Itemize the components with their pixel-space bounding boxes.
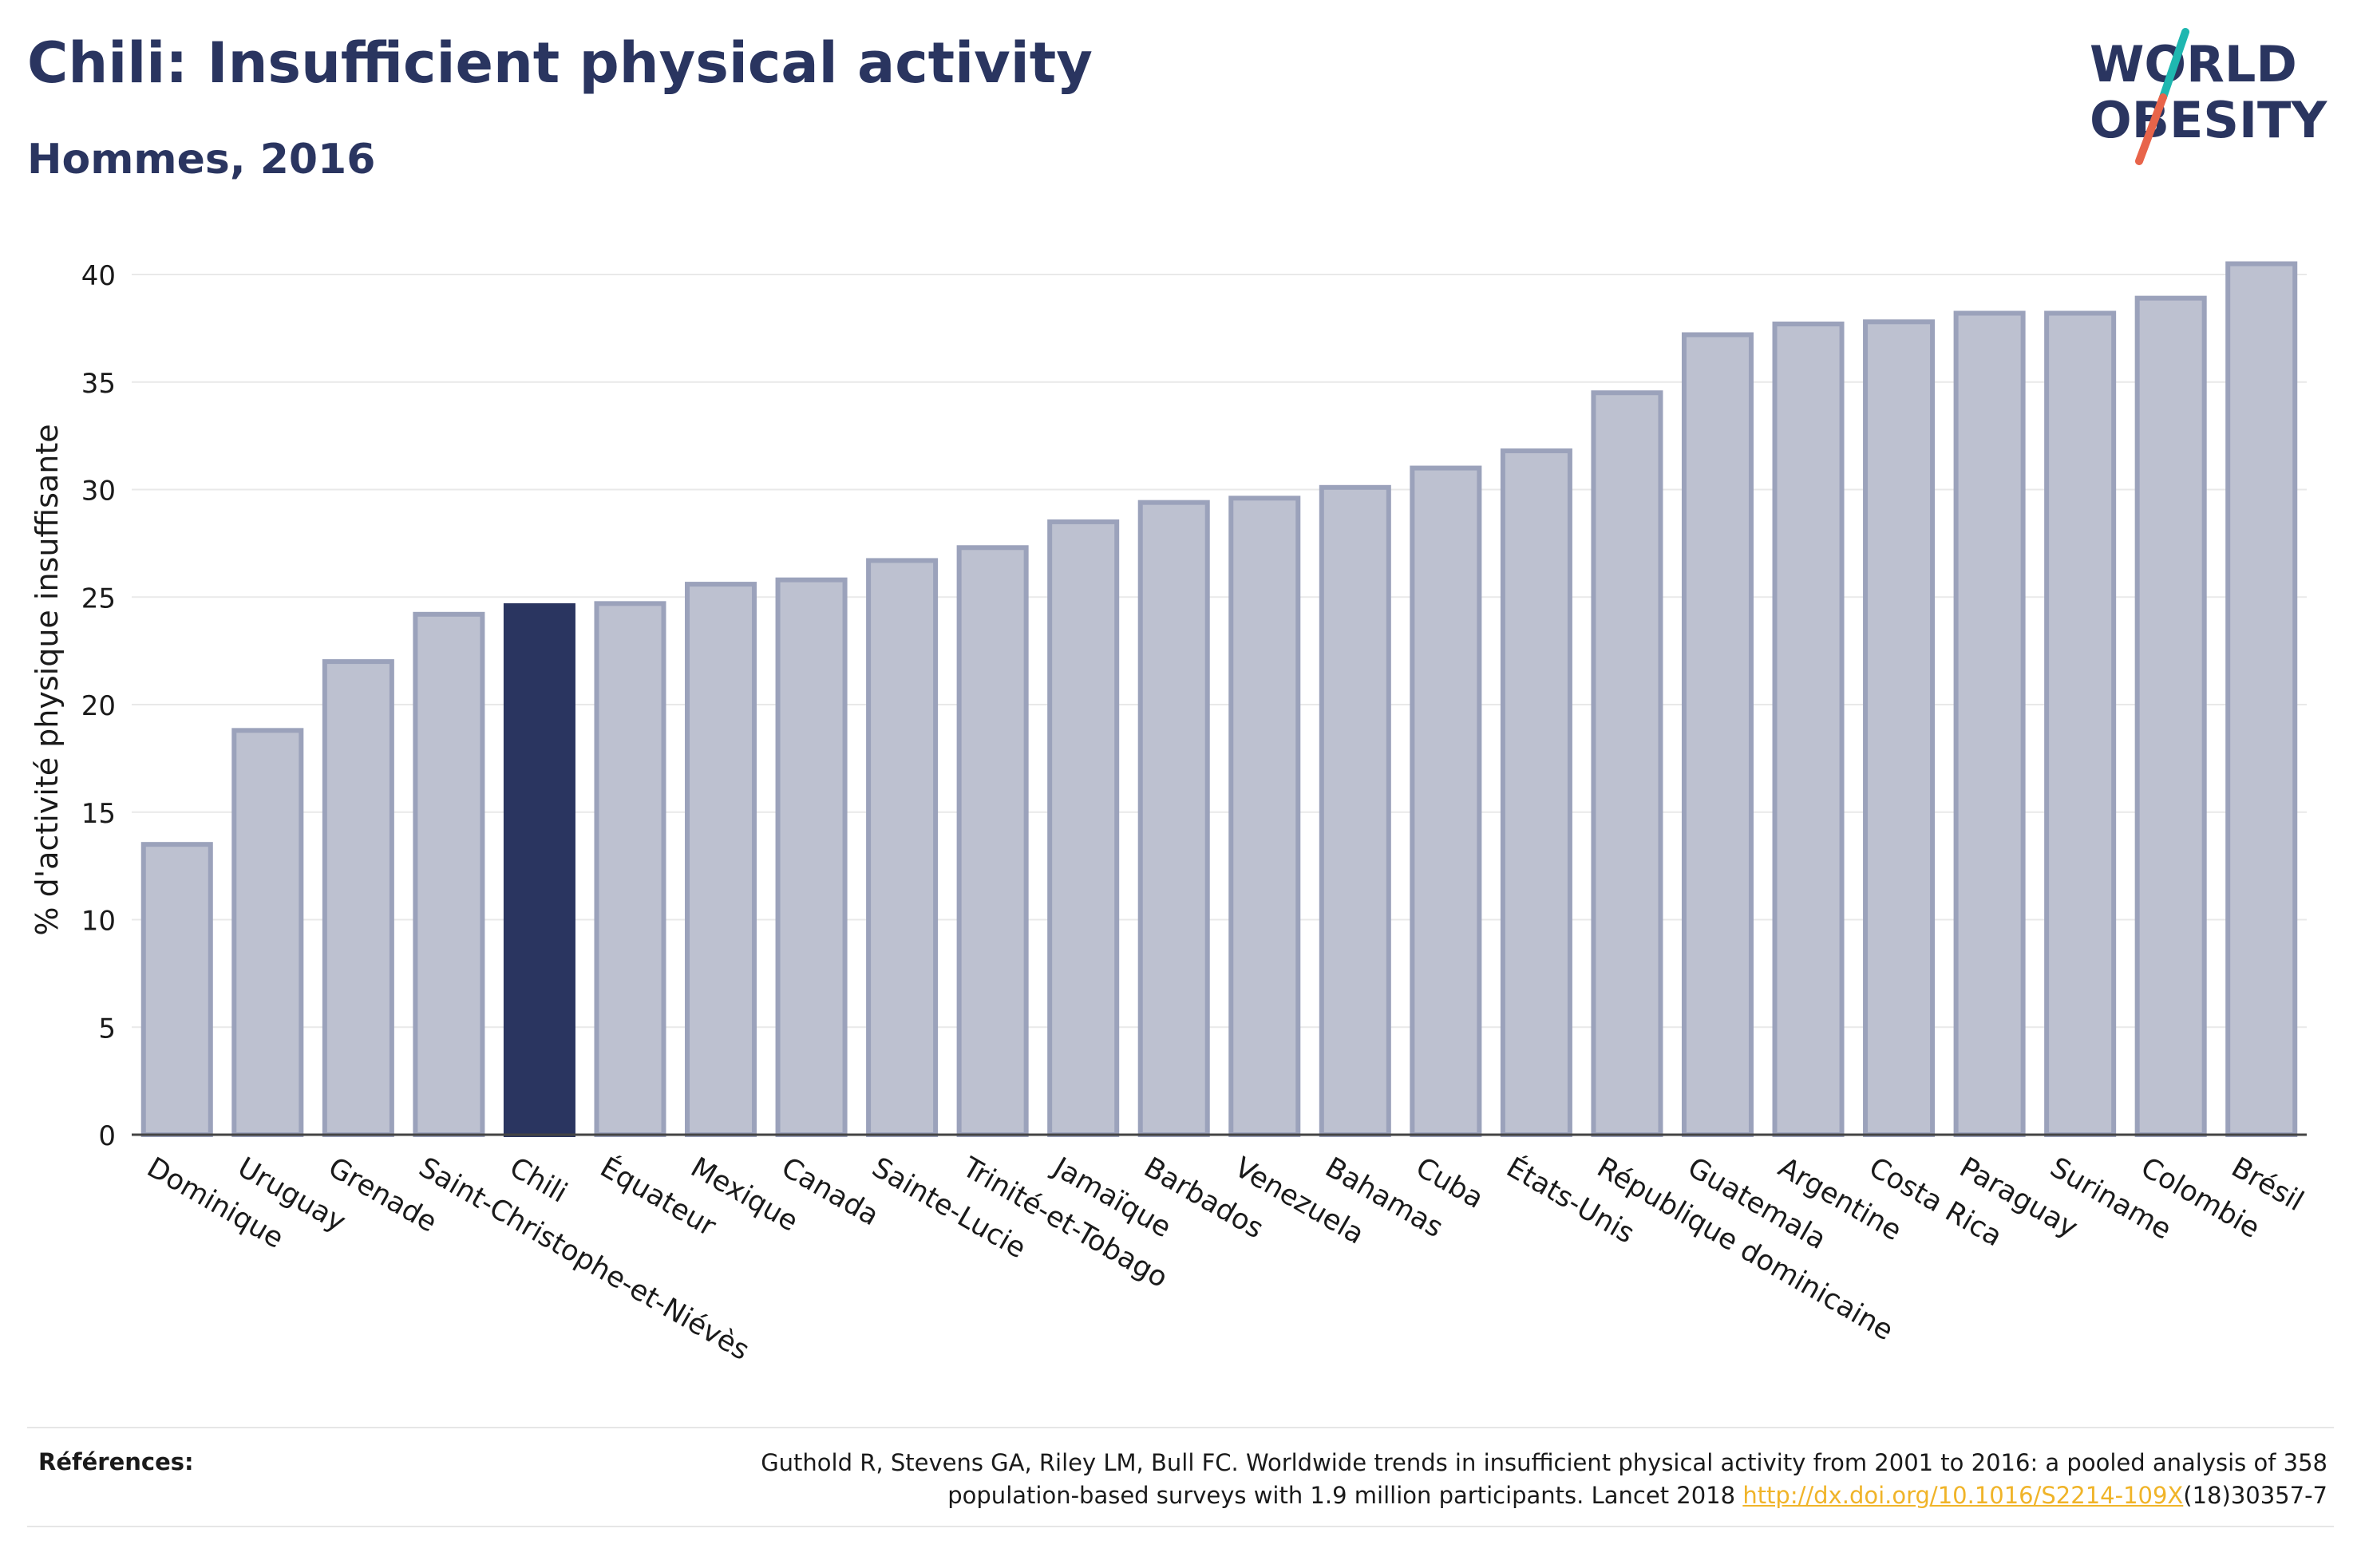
bar-2: [322, 659, 394, 1137]
bar-20: [1953, 310, 2026, 1137]
bar-6: [685, 582, 757, 1137]
bar-18: [1772, 321, 1845, 1137]
y-tick-label: 25: [81, 583, 116, 614]
bar-23: [2225, 261, 2298, 1137]
bar-13: [1319, 484, 1391, 1137]
bar-0: [140, 842, 213, 1138]
bar-1: [231, 728, 304, 1138]
bar-14: [1410, 465, 1482, 1137]
y-tick-label: 30: [81, 476, 116, 508]
bar-11: [1137, 500, 1210, 1137]
y-tick-label: 35: [81, 368, 116, 400]
bars: [140, 261, 2298, 1138]
bar-3: [413, 611, 485, 1137]
y-tick-label: 10: [81, 906, 116, 938]
bar-8: [866, 558, 939, 1137]
logo-text-world: WORLD: [2090, 35, 2297, 93]
y-tick-label: 40: [81, 260, 116, 292]
y-tick-label: 0: [98, 1120, 116, 1152]
references-text: Guthold R, Stevens GA, Riley LM, Bull FC…: [492, 1447, 2327, 1512]
bar-16: [1591, 390, 1663, 1138]
x-tick-labels: DominiqueUruguayGrenadeSaint-Christophe-…: [141, 1150, 2308, 1367]
chart-subtitle: Hommes, 2016: [27, 136, 376, 184]
bar-17: [1681, 332, 1754, 1137]
y-tick-label: 20: [81, 690, 116, 722]
bar-chart: 0 5 10 15 20 25 30 35 40 DominiqueUruguayGrenade…: [30, 260, 2309, 1367]
reference-doi-link[interactable]: http://dx.doi.org/10.1016/S2214-109X: [1742, 1482, 2184, 1509]
logo-text-obesity: OBESITY: [2090, 91, 2327, 149]
y-tick-label: 15: [81, 798, 116, 830]
references-divider-bottom: [27, 1526, 2334, 1527]
world-obesity-logo: WORLD OBESITY: [2090, 28, 2327, 165]
bar-9: [956, 545, 1029, 1137]
bar-10: [1047, 519, 1120, 1137]
bar-4: [503, 603, 575, 1137]
bar-19: [1863, 319, 1936, 1138]
logo-slash-coral: [2135, 93, 2167, 165]
reference-line-1: Guthold R, Stevens GA, Riley LM, Bull FC…: [761, 1449, 2327, 1476]
bar-12: [1228, 496, 1301, 1137]
reference-line-2-suffix: (18)30357-7: [2183, 1482, 2327, 1509]
y-tick-label: 5: [98, 1013, 116, 1045]
reference-line-2: population-based surveys with 1.9 millio…: [492, 1479, 2327, 1512]
references-divider-top: [27, 1427, 2334, 1428]
y-axis-label: % d'activité physique insuffisante: [30, 424, 65, 935]
chart-title: Chili: Insufficient physical activity: [27, 30, 1093, 96]
bar-22: [2134, 295, 2207, 1137]
bar-15: [1500, 448, 1572, 1137]
y-tick-labels: 0 5 10 15 20 25 30 35 40: [81, 260, 116, 1152]
bar-5: [594, 601, 666, 1137]
reference-line-2-prefix: population-based surveys with 1.9 millio…: [947, 1482, 1743, 1509]
bar-21: [2044, 310, 2117, 1137]
x-tick-label: Sainte-Lucie: [867, 1151, 1031, 1265]
bar-7: [775, 577, 848, 1137]
references-label: Références:: [38, 1448, 194, 1475]
logo-slash-teal: [2159, 28, 2189, 101]
